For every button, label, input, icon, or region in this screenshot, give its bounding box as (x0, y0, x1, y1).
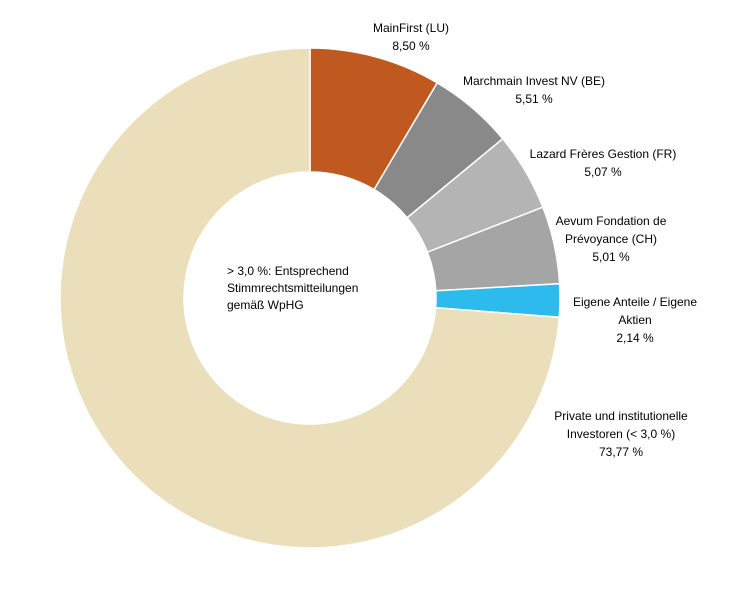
chart-labels: MainFirst (LU) 8,50 % Marchmain Invest NV … (373, 21, 697, 459)
slice-label-4: Aevum Fondation de Prévoyance (CH) 5,01 % (556, 214, 667, 264)
slice-value-label: 73,77 % (599, 445, 643, 459)
slice-name-label: Prévoyance (CH) (565, 232, 657, 246)
slice-name-label: Private und institutionelle (554, 409, 688, 423)
slice-label-6: Private und institutionelle Investoren (<… (554, 409, 688, 459)
center-label-line-2: Stimmrechtsmitteilungen (227, 281, 358, 295)
slice-name-label: Aevum Fondation de (556, 214, 667, 228)
slice-6 (59, 47, 561, 549)
slice-value-label: 5,51 % (515, 92, 553, 106)
slice-name-label: Aktien (618, 313, 651, 327)
slice-value-label: 5,01 % (592, 250, 630, 264)
slice-label-1: MainFirst (LU) 8,50 % (373, 21, 449, 53)
chart-slices (59, 47, 561, 549)
slice-name-label: MainFirst (LU) (373, 21, 449, 35)
slice-name-label: Eigene Anteile / Eigene (573, 295, 697, 309)
slice-label-5: Eigene Anteile / Eigene Aktien 2,14 % (573, 295, 697, 345)
center-label-line-1: > 3,0 %: Entsprechend (227, 264, 349, 278)
slice-value-label: 8,50 % (392, 39, 430, 53)
slice-value-label: 2,14 % (616, 331, 654, 345)
slice-name-label: Marchmain Invest NV (BE) (463, 74, 605, 88)
center-label-line-3: gemäß WpHG (227, 298, 304, 312)
slice-label-2: Marchmain Invest NV (BE) 5,51 % (463, 74, 605, 106)
center-label: > 3,0 %: Entsprechend Stimmrechtsmitteil… (227, 264, 362, 312)
slice-value-label: 5,07 % (584, 165, 622, 179)
slice-label-3: Lazard Frères Gestion (FR) 5,07 % (530, 147, 677, 179)
slice-name-label: Lazard Frères Gestion (FR) (530, 147, 677, 161)
slice-name-label: Investoren (< 3,0 %) (567, 427, 675, 441)
